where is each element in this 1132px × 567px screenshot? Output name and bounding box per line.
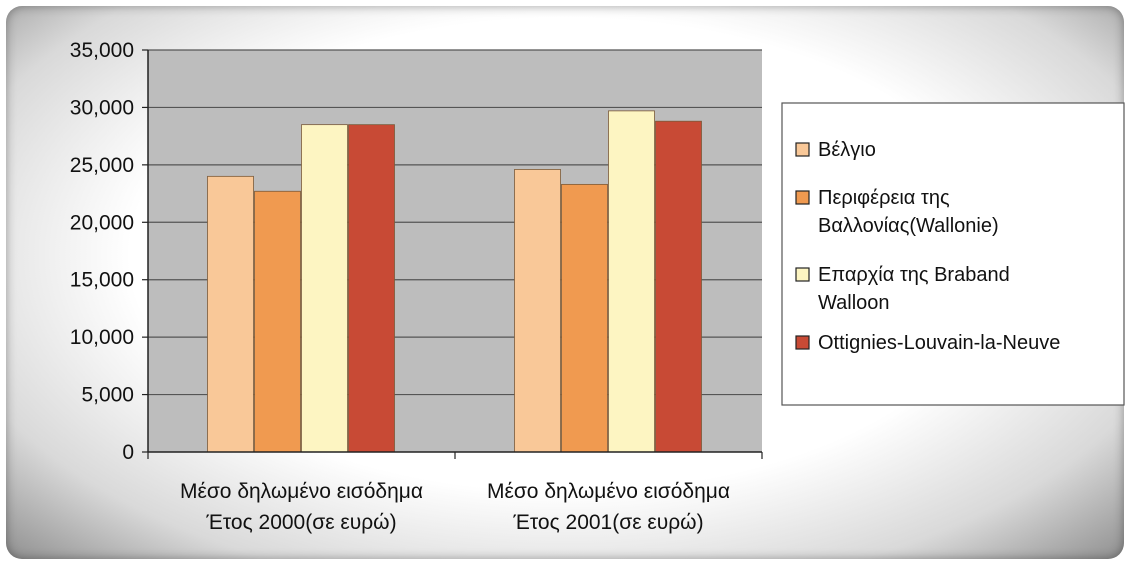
bar	[655, 120, 702, 453]
y-tick-label: 20,000	[70, 211, 134, 234]
legend-label: Βέλγιο	[818, 139, 876, 161]
y-tick-label: 0	[122, 441, 134, 464]
legend-label: Βαλλονίας(Wallonie)	[818, 215, 999, 237]
legend[interactable]: Βέλγιο Περιφέρεια της Βαλλονίας(Wallonie) Ε…	[781, 102, 1125, 406]
legend-box	[781, 102, 1125, 406]
legend-label: Ottignies-Louvain-la-Neuve	[818, 332, 1060, 354]
y-tick-label: 5,000	[81, 384, 134, 407]
legend-label: Επαρχία της Braband	[818, 264, 1010, 286]
category-label: Έτος 2001(σε ευρώ)	[512, 511, 703, 534]
legend-swatch	[795, 142, 810, 157]
y-tick-label: 30,000	[70, 96, 134, 119]
y-tick-label: 25,000	[70, 154, 134, 177]
y-tick-label: 15,000	[70, 269, 134, 292]
y-tick-label: 10,000	[70, 326, 134, 349]
legend-label: Walloon	[818, 292, 890, 314]
legend-swatch	[795, 190, 810, 205]
axes	[142, 49, 763, 459]
bar	[514, 169, 561, 453]
bar	[608, 110, 655, 453]
bar	[561, 183, 608, 453]
legend-swatch	[795, 335, 810, 350]
category-label: Μέσο δηλωμένο εισόδημα	[487, 480, 730, 503]
x-axis-categories: Μέσο δηλωμένο εισόδημα Έτος 2000(σε ευρώ)…	[180, 480, 730, 534]
category-label: Έτος 2000(σε ευρώ)	[205, 511, 396, 534]
bar	[301, 124, 348, 453]
bar	[348, 124, 395, 453]
bar	[254, 190, 301, 453]
y-axis-ticks: 0 5,000 10,000 15,000 20,000 25,000 30,000 35,0…	[70, 39, 134, 464]
bar	[207, 175, 254, 453]
y-tick-label: 35,000	[70, 39, 134, 62]
legend-swatch	[795, 267, 810, 282]
legend-label: Περιφέρεια της	[818, 187, 950, 209]
bars	[207, 110, 702, 453]
category-label: Μέσο δηλωμένο εισόδημα	[180, 480, 423, 503]
